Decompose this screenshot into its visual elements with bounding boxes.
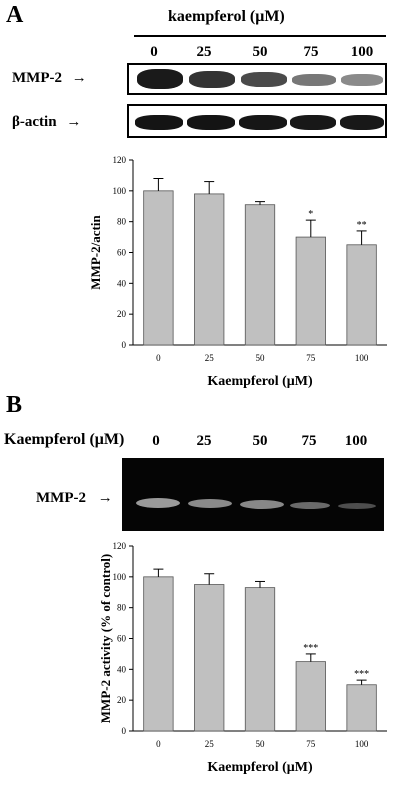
arrow-icon: → xyxy=(71,70,87,86)
panel-a-header-rule xyxy=(134,35,386,37)
blot-band xyxy=(241,72,287,87)
blot-band xyxy=(340,115,384,130)
gel-label: MMP-2 → xyxy=(36,490,113,507)
x-tick-label: 25 xyxy=(205,739,215,749)
y-tick-label: 60 xyxy=(117,248,127,258)
bar xyxy=(143,190,174,346)
y-axis-title: MMP-2/actin xyxy=(88,215,103,290)
lane-label: 75 xyxy=(301,433,317,449)
gel-band xyxy=(290,502,330,509)
lane-label: 100 xyxy=(350,44,374,60)
panel-a-label: A xyxy=(6,2,24,28)
y-tick-label: 20 xyxy=(117,309,127,319)
significance-marker: *** xyxy=(303,643,318,654)
x-axis-title: Kaempferol (μM) xyxy=(207,374,313,389)
mmp2-label-text: MMP-2 xyxy=(12,70,62,86)
arrow-icon: → xyxy=(66,114,82,130)
x-tick-label: 25 xyxy=(205,353,215,363)
x-tick-label: 0 xyxy=(156,739,161,749)
gel-band xyxy=(188,499,232,508)
x-tick-label: 100 xyxy=(355,739,369,749)
y-tick-label: 0 xyxy=(122,340,127,350)
significance-marker: ** xyxy=(357,220,367,231)
y-axis-title: MMP-2 activity (% of control) xyxy=(98,554,113,723)
y-tick-label: 40 xyxy=(117,278,127,288)
bar xyxy=(194,193,225,346)
significance-marker: *** xyxy=(354,669,369,680)
x-tick-label: 50 xyxy=(256,353,266,363)
gel-band xyxy=(338,503,376,509)
gel-label-text: MMP-2 xyxy=(36,490,86,506)
panel-b-label: B xyxy=(6,392,23,418)
blot-band xyxy=(187,115,235,130)
lane-label: 0 xyxy=(152,433,160,449)
lane-label: 50 xyxy=(252,433,268,449)
y-tick-label: 80 xyxy=(117,217,127,227)
panel-a-treatment-header: kaempferol (μM) xyxy=(168,8,285,25)
y-tick-label: 120 xyxy=(113,155,127,165)
lane-label: 0 xyxy=(150,44,158,60)
y-tick-label: 120 xyxy=(113,541,127,551)
blot-band xyxy=(290,115,336,130)
y-tick-label: 60 xyxy=(117,634,127,644)
bar xyxy=(346,684,377,732)
lane-label: 25 xyxy=(196,44,212,60)
chart-b: 0 20 40 60 80 100 120 0 25 50 *** 75 *** 100 Kaempfero… xyxy=(98,541,387,775)
gel-band xyxy=(240,500,284,509)
x-tick-label: 0 xyxy=(156,353,161,363)
blot-band xyxy=(341,74,383,86)
blot-band xyxy=(135,115,183,130)
bar xyxy=(295,236,326,346)
x-tick-label: 75 xyxy=(306,353,316,363)
actin-blot-image xyxy=(127,104,387,138)
lane-label: 75 xyxy=(303,44,319,60)
significance-marker: * xyxy=(308,209,313,220)
panel-b-treatment-header: Kaempferol (μM) xyxy=(4,431,125,448)
y-tick-label: 100 xyxy=(113,572,127,582)
bar xyxy=(194,584,225,732)
bar xyxy=(143,576,174,732)
blot-band xyxy=(239,115,287,130)
mmp2-blot-label: MMP-2 → xyxy=(12,70,87,87)
y-tick-label: 100 xyxy=(113,186,127,196)
lane-label: 50 xyxy=(252,44,268,60)
panel-a-lane-labels: 0 25 50 75 100 xyxy=(0,44,404,64)
panel-b-lane-labels: 0 25 50 75 100 xyxy=(0,433,404,453)
lane-label: 25 xyxy=(196,433,212,449)
lane-label: 100 xyxy=(344,433,368,449)
zymography-gel-image xyxy=(122,458,384,531)
x-axis-title: Kaempferol (μM) xyxy=(207,760,313,775)
x-tick-label: 100 xyxy=(355,353,369,363)
actin-label-text: β-actin xyxy=(12,114,57,130)
gel-band xyxy=(136,498,180,508)
bar xyxy=(244,587,276,732)
bar xyxy=(295,661,326,732)
bar xyxy=(346,244,377,346)
chart-a: 0 20 40 60 80 100 120 0 25 50 * 75 ** 100 Kaempferol (… xyxy=(88,155,387,389)
x-tick-label: 50 xyxy=(256,739,266,749)
blot-band xyxy=(189,71,235,88)
y-tick-label: 80 xyxy=(117,603,127,613)
y-tick-label: 40 xyxy=(117,664,127,674)
actin-blot-label: β-actin → xyxy=(12,114,81,131)
blot-band xyxy=(137,69,183,89)
bar xyxy=(244,204,276,346)
y-tick-label: 0 xyxy=(122,726,127,736)
arrow-icon: → xyxy=(97,490,113,506)
y-tick-label: 20 xyxy=(117,695,127,705)
blot-band xyxy=(292,74,336,86)
mmp2-blot-image xyxy=(127,63,387,95)
x-tick-label: 75 xyxy=(306,739,316,749)
